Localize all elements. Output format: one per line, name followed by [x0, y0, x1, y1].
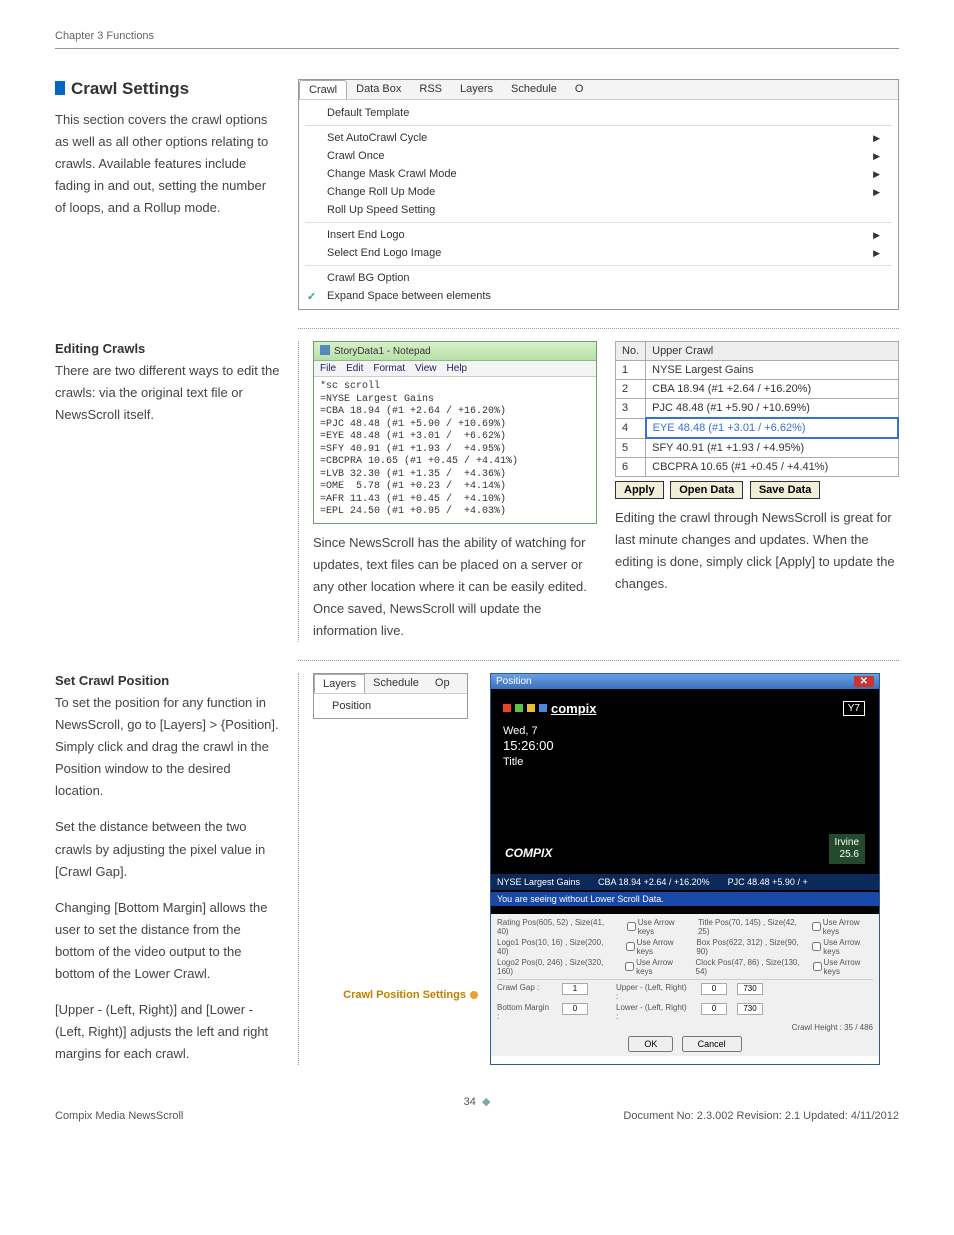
crawl-position-label: Crawl Position Settings: [313, 989, 478, 1001]
notepad-titlebar: StoryData1 - Notepad: [314, 342, 596, 361]
notepad-menu-item[interactable]: Format: [373, 363, 405, 374]
setpos-title: Set Crawl Position: [55, 673, 280, 688]
menu-tab[interactable]: Data Box: [347, 80, 410, 99]
compix-logo: compix: [503, 701, 867, 716]
setpos-p1: To set the position for any function in …: [55, 692, 280, 802]
menu-item[interactable]: Default Template: [299, 104, 898, 122]
use-arrow-checkbox[interactable]: [812, 942, 821, 951]
table-row[interactable]: 6CBCPRA 10.65 (#1 +0.45 / +4.41%): [616, 458, 899, 477]
layers-menu: LayersScheduleOp Position: [313, 673, 468, 719]
position-preview[interactable]: compix Y7 Wed, 7 15:26:00 Title COMPIX I…: [491, 689, 879, 914]
notepad-menu-item[interactable]: File: [320, 363, 336, 374]
table-row[interactable]: 5SFY 40.91 (#1 +1.93 / +4.95%): [616, 438, 899, 458]
use-arrow-checkbox[interactable]: [813, 962, 822, 971]
menu-tabs: CrawlData BoxRSSLayersScheduleO: [299, 80, 898, 100]
position-controls: Rating Pos(605, 52) , Size(41, 40) Use A…: [491, 914, 879, 1056]
ticker-bar: NYSE Largest GainsCBA 18.94 +2.64 / +16.…: [491, 874, 879, 890]
setpos-p4: [Upper - (Left, Right)] and [Lower - (Le…: [55, 999, 280, 1065]
menu-item[interactable]: Crawl Once▶: [299, 147, 898, 165]
notepad-menu-item[interactable]: View: [415, 363, 437, 374]
table-header: Upper Crawl: [646, 342, 898, 361]
use-arrow-checkbox[interactable]: [626, 942, 635, 951]
compix-watermark: COMPIX: [505, 846, 552, 860]
lower-left-input[interactable]: [701, 1003, 727, 1015]
menu-tab[interactable]: RSS: [410, 80, 451, 99]
lower-right-input[interactable]: [737, 1003, 763, 1015]
menu-tab[interactable]: O: [566, 80, 593, 99]
layers-menu-item[interactable]: Position: [314, 693, 467, 718]
position-titlebar: Position ✕: [491, 674, 879, 689]
section-body: This section covers the crawl options as…: [55, 109, 280, 219]
notepad-content: *sc scroll =NYSE Largest Gains =CBA 18.9…: [314, 377, 596, 523]
notepad-window: StoryData1 - Notepad File Edit Format View H…: [313, 341, 597, 524]
menu-item[interactable]: ✓Expand Space between elements: [299, 287, 898, 305]
use-arrow-checkbox[interactable]: [812, 922, 821, 931]
datetime-display: Wed, 7 15:26:00 Title: [503, 724, 867, 769]
upper-crawl-table: No.Upper Crawl 1NYSE Largest Gains2CBA 1…: [615, 341, 899, 477]
table-row[interactable]: 3PJC 48.48 (#1 +5.90 / +10.69%): [616, 399, 899, 419]
page-footer: 34 ◆ Compix Media NewsScroll Document No…: [55, 1095, 899, 1122]
y7-badge: Y7: [843, 701, 865, 716]
use-arrow-checkbox[interactable]: [625, 962, 634, 971]
bottom-margin-input[interactable]: [562, 1003, 588, 1015]
use-arrow-checkbox[interactable]: [627, 922, 636, 931]
section-title: Crawl Settings: [55, 79, 280, 99]
position-window: Position ✕ compix Y7 Wed, 7 15:26:00: [490, 673, 880, 1065]
crawl-gap-input[interactable]: [562, 983, 588, 995]
apply-button[interactable]: Apply: [615, 481, 664, 499]
ok-button[interactable]: OK: [628, 1036, 673, 1052]
crawl-menu: CrawlData BoxRSSLayersScheduleO Default …: [298, 79, 899, 310]
layers-tab[interactable]: Layers: [314, 674, 365, 693]
notepad-caption: Since NewsScroll has the ability of watc…: [313, 532, 597, 642]
page-header: Chapter 3 Functions: [55, 30, 899, 49]
layers-tab[interactable]: Op: [427, 674, 458, 693]
close-icon[interactable]: ✕: [854, 676, 874, 687]
table-row[interactable]: 1NYSE Largest Gains: [616, 361, 899, 380]
menu-item[interactable]: Crawl BG Option: [299, 269, 898, 287]
cancel-button[interactable]: Cancel: [682, 1036, 742, 1052]
menu-item[interactable]: Set AutoCrawl Cycle▶: [299, 129, 898, 147]
table-row[interactable]: 2CBA 18.94 (#1 +2.64 / +16.20%): [616, 380, 899, 399]
notepad-menu-item[interactable]: Edit: [346, 363, 363, 374]
table-row[interactable]: 4EYE 48.48 (#1 +3.01 / +6.62%): [616, 418, 899, 438]
menu-item[interactable]: Change Mask Crawl Mode▶: [299, 165, 898, 183]
menu-tab[interactable]: Crawl: [299, 80, 347, 99]
notepad-menubar[interactable]: File Edit Format View Help: [314, 361, 596, 377]
notepad-menu-item[interactable]: Help: [447, 363, 468, 374]
crawl-caption: Editing the crawl through NewsScroll is …: [615, 507, 899, 595]
upper-right-input[interactable]: [737, 983, 763, 995]
menu-tab[interactable]: Schedule: [502, 80, 566, 99]
menu-item[interactable]: Roll Up Speed Setting: [299, 201, 898, 219]
editing-title: Editing Crawls: [55, 341, 280, 356]
menu-item[interactable]: Change Roll Up Mode▶: [299, 183, 898, 201]
save-data-button[interactable]: Save Data: [750, 481, 821, 499]
open-data-button[interactable]: Open Data: [670, 481, 743, 499]
warning-bar: You are seeing without Lower Scroll Data…: [491, 892, 879, 906]
menu-item[interactable]: Select End Logo Image▶: [299, 244, 898, 262]
editing-body: There are two different ways to edit the…: [55, 360, 280, 426]
table-header: No.: [616, 342, 646, 361]
crawl-height-label: Crawl Height : 35 / 486: [497, 1023, 873, 1032]
upper-left-input[interactable]: [701, 983, 727, 995]
menu-item[interactable]: Insert End Logo▶: [299, 226, 898, 244]
setpos-p3: Changing [Bottom Margin] allows the user…: [55, 897, 280, 985]
setpos-p2: Set the distance between the two crawls …: [55, 816, 280, 882]
layers-tab[interactable]: Schedule: [365, 674, 427, 693]
weather-box: Irvine 25.6: [829, 834, 865, 864]
menu-tab[interactable]: Layers: [451, 80, 502, 99]
